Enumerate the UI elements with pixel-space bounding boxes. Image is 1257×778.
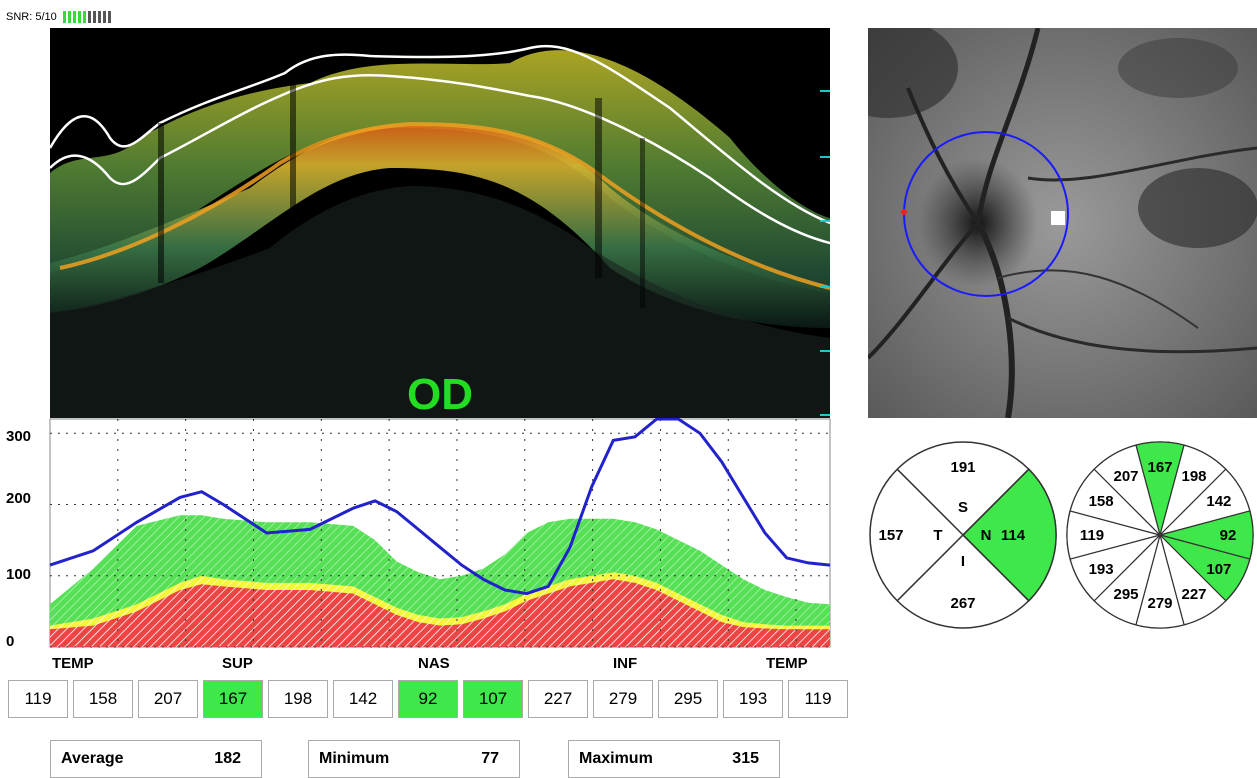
fundus-graphic [868, 28, 1257, 418]
sector-value-box: 207 [138, 680, 198, 718]
quadrant-divider [896, 468, 1030, 602]
quadrant-n-sector [961, 468, 1057, 602]
sector-value-box: 167 [203, 680, 263, 718]
x-section-label: NAS [418, 655, 450, 672]
sector-value-box: 227 [528, 680, 588, 718]
clock-sector-value: 227 [1181, 586, 1206, 603]
average-stat: Average 182 [50, 740, 262, 778]
x-section-label: SUP [222, 655, 253, 672]
snr-bars [62, 11, 113, 23]
quadrant-graphic: 191 114 267 157 S N I T [869, 441, 1057, 629]
quadrant-t-letter: T [933, 527, 942, 544]
quadrant-s-value: 191 [950, 459, 975, 476]
snr-indicator: SNR: 5/10 [6, 10, 113, 24]
x-section-label: INF [613, 655, 638, 672]
clock-sector [1093, 444, 1162, 538]
clock-sector-value: 142 [1206, 493, 1231, 510]
quadrant-chart: 191 114 267 157 S N I T [868, 440, 1058, 630]
quadrant-s-letter: S [958, 499, 968, 516]
average-label: Average [61, 750, 124, 767]
sector-value-box: 279 [593, 680, 653, 718]
clock-sector-value: 92 [1220, 527, 1237, 544]
clock-sector-value: 279 [1147, 595, 1172, 612]
bscan-graphic [50, 44, 830, 418]
maximum-value: 315 [732, 750, 759, 767]
sector-value-box: 119 [8, 680, 68, 718]
scan-tick-mark [820, 414, 830, 416]
maximum-stat: Maximum 315 [568, 740, 780, 778]
snr-bar [82, 11, 86, 23]
average-value: 182 [214, 750, 241, 767]
scan-tick-mark [820, 156, 830, 158]
tsnit-plot-area [49, 417, 831, 648]
clock-sector-value: 198 [1181, 468, 1206, 485]
minimum-stat: Minimum 77 [308, 740, 520, 778]
sector-value-box: 119 [788, 680, 848, 718]
sector-value-box: 107 [463, 680, 523, 718]
x-section-label: TEMP [52, 655, 94, 672]
scan-tick-mark [820, 220, 830, 222]
quadrant-i-letter: I [961, 553, 965, 570]
x-section-label: TEMP [766, 655, 808, 672]
quadrant-t-value: 157 [878, 527, 903, 544]
y-tick-label: 0 [6, 633, 15, 650]
snr-bar [102, 11, 106, 23]
clock-sector-value: 158 [1089, 493, 1114, 510]
minimum-label: Minimum [319, 750, 390, 767]
clock-sector-value: 193 [1089, 561, 1114, 578]
abnormal-band-hatching [50, 579, 830, 647]
sector-value-box: 142 [333, 680, 393, 718]
snr-bar [97, 11, 101, 23]
fundus-image [868, 28, 1257, 418]
clock-sector-value: 167 [1147, 459, 1172, 476]
sector-value-box: 193 [723, 680, 783, 718]
maximum-label: Maximum [579, 750, 653, 767]
scan-tick-mark [820, 90, 830, 92]
sector-value-box: 198 [268, 680, 328, 718]
snr-bar [72, 11, 76, 23]
snr-bar [87, 11, 91, 23]
y-tick-label: 300 [6, 428, 32, 445]
sector-value-box: 158 [73, 680, 133, 718]
tsnit-chart: 300 200 100 0 [6, 417, 832, 650]
snr-bar [107, 11, 111, 23]
snr-bar [62, 11, 66, 23]
oct-bscan-image: OD [50, 28, 830, 418]
clock-sector-value: 107 [1206, 561, 1231, 578]
clock-hour-chart: 167 198 142 92 107 227 279 295 193 119 158 207 [1065, 440, 1255, 630]
scan-tick-mark [820, 350, 830, 352]
clock-sector-value: 119 [1080, 527, 1104, 544]
sector-values-row: 119 158 207 167 198 142 92 107 227 279 295 193 119 [8, 680, 853, 718]
scan-tick-mark [820, 286, 830, 288]
y-tick-label: 200 [6, 490, 32, 507]
quadrant-n-value: 114 [1001, 527, 1026, 544]
snr-label: SNR: 5/10 [6, 11, 57, 23]
measured-thickness-line [49, 417, 831, 596]
quadrant-i-value: 267 [950, 595, 975, 612]
clock-sector-value: 295 [1113, 586, 1138, 603]
snr-bar [77, 11, 81, 23]
quadrant-n-letter: N [981, 527, 992, 544]
y-tick-label: 100 [6, 566, 32, 583]
snr-bar [92, 11, 96, 23]
clock-sector-value: 207 [1113, 468, 1138, 485]
sector-value-box: 92 [398, 680, 458, 718]
sector-value-box: 295 [658, 680, 718, 718]
eye-label: OD [407, 370, 473, 418]
snr-bar [67, 11, 71, 23]
minimum-value: 77 [481, 750, 499, 767]
